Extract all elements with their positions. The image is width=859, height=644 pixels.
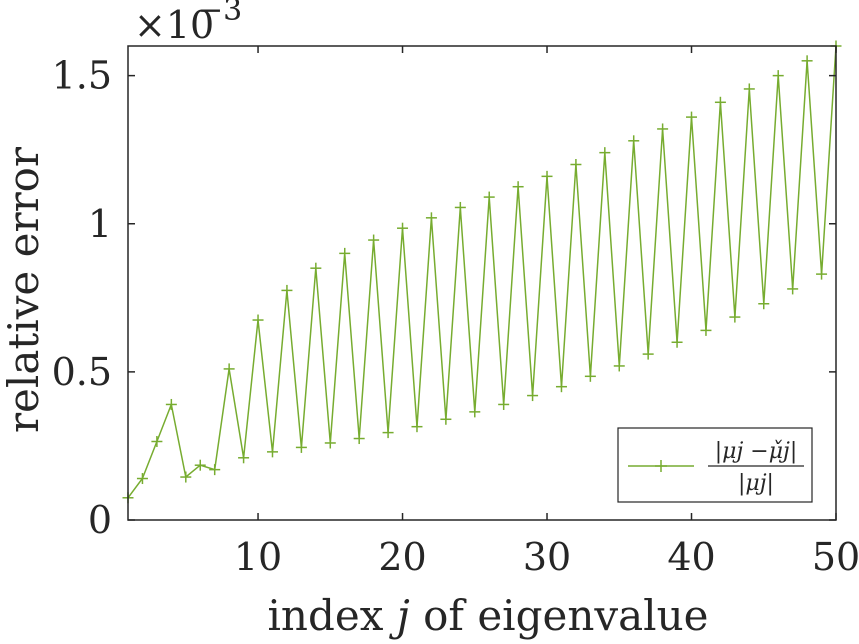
data-point-marker [584,370,596,382]
y-tick-label: 0.5 [52,350,112,394]
data-point-marker [151,435,163,447]
y-tick-label: 1.5 [52,54,112,98]
x-tick-label: 10 [234,535,282,579]
data-point-marker [743,83,755,95]
data-point-marker [339,247,351,259]
data-point-marker [772,70,784,82]
data-point-marker [324,437,336,449]
data-point-marker [512,181,524,193]
data-point-marker [671,336,683,348]
data-point-marker [180,471,192,483]
y-multiplier: ×10 [134,3,214,47]
plot-area [122,40,842,504]
data-point-marker [223,363,235,375]
data-point-marker [816,268,828,280]
data-point-marker [353,433,365,445]
x-tick-label: 40 [667,535,715,579]
legend-numerator: |μj −μ̌j| [715,439,798,464]
data-point-marker [801,55,813,67]
data-point-marker [787,283,799,295]
data-point-marker [368,234,380,246]
data-point-marker [613,360,625,372]
y-tick-label: 0 [88,498,112,542]
y-exponent: −3 [198,0,242,28]
data-point-marker [599,147,611,159]
data-point-marker [295,441,307,453]
x-axis-label-suffix: of eigenvalue [410,591,709,640]
x-tick-label: 30 [523,535,571,579]
data-point-marker [397,222,409,234]
data-point-marker [194,459,206,471]
data-point-marker [686,111,698,123]
axes-box [127,45,837,521]
data-point-marker [252,314,264,326]
x-tick-label: 20 [378,535,426,579]
data-point-marker [555,381,567,393]
data-point-marker [700,324,712,336]
data-point-marker [425,212,437,224]
data-point-marker [469,406,481,418]
data-point-marker [266,446,278,458]
data-point-marker [541,170,553,182]
data-point-marker [165,398,177,410]
data-point-marker [570,159,582,170]
data-point-marker [642,348,654,360]
series-line [127,45,837,499]
data-point-marker [310,262,322,274]
y-axis-label: relative error [0,146,48,433]
x-tick-label: 50 [812,535,859,579]
data-point-marker [238,452,250,464]
data-point-marker [657,123,669,135]
data-point-marker [411,421,423,433]
data-point-marker [628,135,640,147]
x-axis-label: index j of eigenvalue [267,591,708,640]
x-axis-label-prefix: index [267,591,396,640]
data-point-marker [758,298,770,310]
data-point-marker [714,96,726,108]
data-point-marker [454,201,466,213]
data-point-marker [729,311,741,323]
legend-denominator: |μj| [738,471,774,496]
data-point-marker [281,284,293,296]
data-point-marker [136,473,148,485]
data-point-marker [440,413,452,425]
legend: |μj −μ̌j| |μj| [617,427,813,503]
legend-box [617,427,813,503]
data-point-marker [498,398,510,410]
data-point-marker [527,390,539,402]
data-point-marker [382,427,394,439]
data-point-marker [483,191,495,203]
y-tick-label: 1 [88,202,112,246]
data-point-marker [209,464,221,476]
ticks: 10 20 30 40 50 0 0.5 1 1.5 [52,46,859,579]
